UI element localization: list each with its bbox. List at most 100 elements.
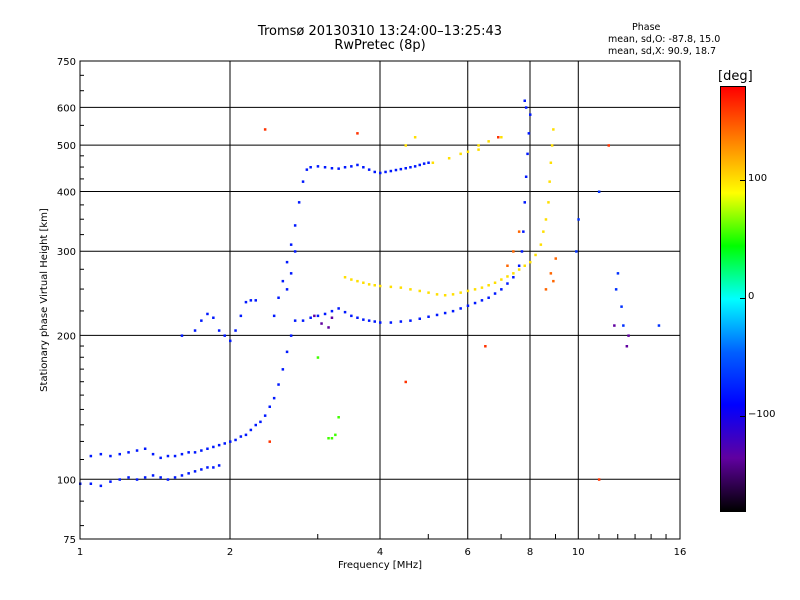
echo-point <box>327 326 330 329</box>
echo-point <box>413 136 417 139</box>
echo-point <box>268 405 271 408</box>
phase-info-line-x: mean, sd,X: 90.9, 18.7 <box>608 46 717 57</box>
echo-point <box>127 476 130 479</box>
echo-point <box>497 136 500 139</box>
echo-point <box>135 478 139 481</box>
echo-point <box>506 264 509 267</box>
echo-point <box>320 322 323 325</box>
echo-point <box>524 175 528 178</box>
echo-point <box>512 250 515 253</box>
echo-point <box>487 140 490 143</box>
echo-point <box>418 317 421 320</box>
echo-point <box>337 416 340 419</box>
echo-point <box>487 284 490 287</box>
echo-point <box>118 452 121 456</box>
chart-subtitle: RwPretec (8p) <box>334 38 426 53</box>
echo-point <box>229 339 232 343</box>
echo-point <box>379 171 382 175</box>
echo-point <box>552 128 555 131</box>
echo-point <box>234 438 237 442</box>
echo-point <box>506 282 509 285</box>
echo-point <box>159 476 162 479</box>
echo-point <box>143 476 147 479</box>
data-points <box>79 99 661 488</box>
x-axis-ticks: 1 2 4 6 8 10 16 <box>77 534 686 558</box>
echo-point <box>527 132 531 135</box>
echo-point <box>289 334 293 337</box>
echo-point <box>305 168 309 171</box>
echo-point <box>500 288 503 291</box>
echo-point <box>517 268 521 271</box>
echo-point <box>466 150 470 153</box>
echo-point <box>399 320 403 323</box>
colorbar-tick-mark <box>740 415 745 417</box>
echo-point <box>263 414 267 417</box>
echo-point <box>285 260 289 264</box>
echo-point <box>337 167 340 170</box>
phase-info-line-o: mean, sd,O: -87.8, 15.0 <box>608 34 721 45</box>
echo-point <box>281 368 285 371</box>
echo-point <box>277 296 280 299</box>
echo-point <box>316 314 320 318</box>
echo-point <box>223 442 226 445</box>
echo-point <box>614 288 618 291</box>
phase-colorbar <box>720 86 746 512</box>
echo-point <box>529 260 532 264</box>
echo-point <box>435 313 439 317</box>
echo-point <box>459 152 462 156</box>
echo-point <box>293 224 297 227</box>
echo-point <box>500 278 503 281</box>
colorbar-tick-mark <box>740 298 745 299</box>
echo-point <box>159 456 162 460</box>
echo-point <box>443 311 447 315</box>
echo-point <box>549 161 553 164</box>
echo-point <box>480 299 484 302</box>
echo-point <box>389 169 393 173</box>
echo-point <box>200 449 203 452</box>
x-tick-label: 10 <box>572 547 585 558</box>
echo-point <box>180 474 184 477</box>
echo-point <box>254 423 257 427</box>
x-tick-label: 1 <box>77 547 83 558</box>
x-tick-label: 8 <box>527 547 533 558</box>
echo-point <box>206 447 209 450</box>
echo-point <box>285 288 289 291</box>
echo-point <box>616 272 620 275</box>
echo-point <box>330 316 334 319</box>
echo-point <box>193 329 197 332</box>
echo-point <box>223 334 226 337</box>
echo-point <box>109 454 112 458</box>
echo-point <box>597 478 601 481</box>
y-tick-label: 600 <box>57 103 76 114</box>
echo-point <box>399 167 403 171</box>
y-tick-label: 400 <box>57 187 76 198</box>
y-tick-label: 100 <box>57 475 76 486</box>
echo-point <box>522 230 525 233</box>
echo-point <box>200 468 203 471</box>
echo-point <box>89 454 93 458</box>
echo-point <box>151 474 155 477</box>
echo-point <box>343 276 347 279</box>
x-tick-label: 2 <box>227 547 233 558</box>
echo-point <box>512 272 515 275</box>
echo-point <box>451 293 455 296</box>
echo-point <box>285 350 289 354</box>
echo-point <box>180 334 184 337</box>
echo-point <box>389 321 393 324</box>
echo-point <box>404 167 407 170</box>
echo-point <box>350 165 353 168</box>
y-tick-label: 300 <box>57 247 76 258</box>
echo-point <box>367 319 371 322</box>
echo-point <box>212 316 215 319</box>
echo-point <box>309 316 312 319</box>
echo-point <box>544 218 548 221</box>
echo-point <box>517 264 521 267</box>
echo-point <box>435 293 439 296</box>
echo-point <box>127 451 130 454</box>
echo-point <box>613 324 616 327</box>
echo-point <box>523 99 526 102</box>
echo-point <box>337 307 340 310</box>
echo-point <box>413 165 417 168</box>
echo-point <box>323 312 327 316</box>
